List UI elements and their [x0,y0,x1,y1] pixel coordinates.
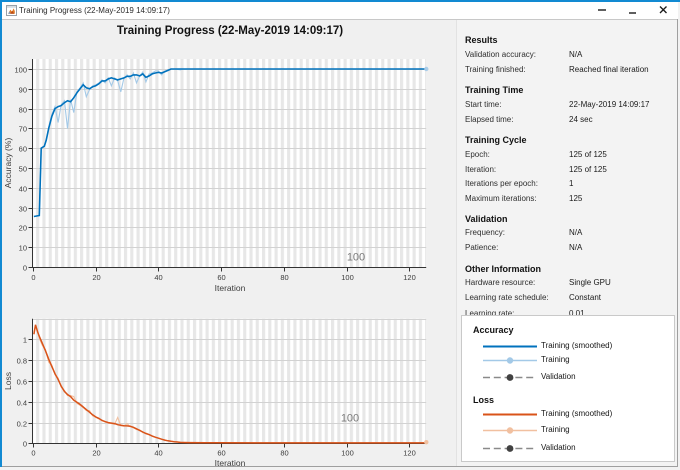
svg-text:Accuracy (%): Accuracy (%) [3,138,13,189]
svg-text:0: 0 [31,449,35,458]
svg-text:100: 100 [347,252,365,264]
svg-text:0.8: 0.8 [17,356,27,365]
svg-text:70: 70 [19,124,27,133]
svg-text:80: 80 [19,105,27,114]
svg-text:80: 80 [280,273,288,282]
svg-text:40: 40 [19,184,27,193]
svg-text:90: 90 [19,85,27,94]
svg-text:120: 120 [403,449,416,458]
svg-text:Training Progress (22-May-2019: Training Progress (22-May-2019 14:09:17) [117,25,343,37]
svg-text:100: 100 [341,273,354,282]
svg-text:100: 100 [341,449,354,458]
svg-text:60: 60 [19,144,27,153]
svg-text:20: 20 [92,273,100,282]
svg-text:0.6: 0.6 [17,377,27,386]
svg-text:0.4: 0.4 [17,398,27,407]
svg-text:Iteration: Iteration [215,283,246,293]
svg-text:60: 60 [217,273,225,282]
svg-text:0.2: 0.2 [17,419,27,428]
svg-text:1: 1 [23,335,27,344]
svg-text:Iteration: Iteration [215,458,246,468]
svg-text:Loss: Loss [3,372,13,390]
svg-text:20: 20 [92,449,100,458]
svg-text:0: 0 [23,439,27,448]
svg-text:80: 80 [280,449,288,458]
svg-text:10: 10 [19,243,27,252]
svg-text:30: 30 [19,204,27,213]
svg-text:50: 50 [19,164,27,173]
svg-text:120: 120 [403,273,416,282]
svg-text:100: 100 [14,65,27,74]
svg-text:40: 40 [154,273,162,282]
svg-text:0: 0 [31,273,35,282]
svg-text:60: 60 [217,449,225,458]
svg-text:0: 0 [23,263,27,272]
svg-text:100: 100 [341,413,359,425]
svg-text:40: 40 [154,449,162,458]
svg-text:20: 20 [19,223,27,232]
